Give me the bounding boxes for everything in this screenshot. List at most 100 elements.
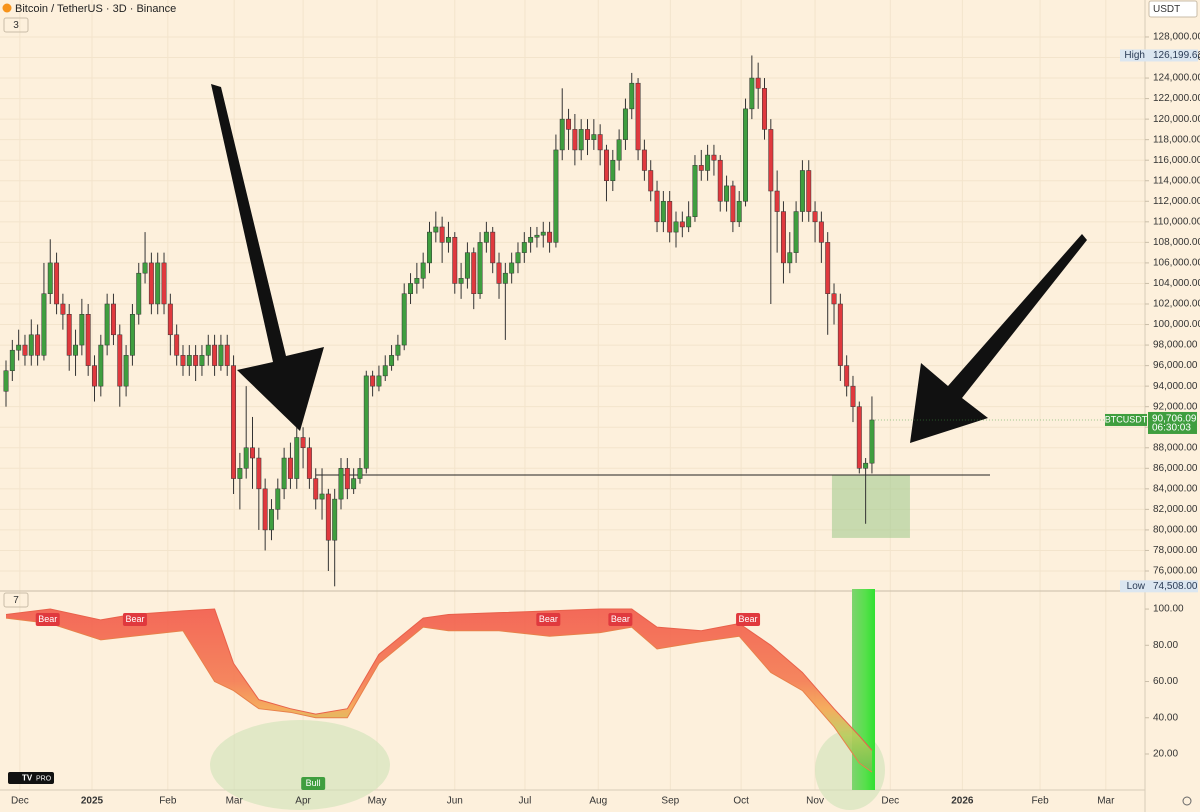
candle-body xyxy=(313,478,319,500)
y-tick-label: 118,000.00 xyxy=(1153,134,1200,145)
pane-label: 3 xyxy=(13,20,19,31)
candle-body xyxy=(629,82,635,110)
x-tick-label: Dec xyxy=(881,796,899,807)
candle-body xyxy=(445,236,451,243)
candle-body xyxy=(41,293,47,356)
candle-body xyxy=(856,406,862,469)
candle-body xyxy=(762,88,767,130)
y-tick-label: 120,000.00 xyxy=(1153,114,1200,125)
currency-button[interactable] xyxy=(1148,0,1198,18)
candle-body xyxy=(9,349,15,371)
price-label: 126,199.63 xyxy=(1153,50,1200,61)
candle-body xyxy=(344,468,350,490)
candle-body xyxy=(831,293,837,305)
signal-label: Bull xyxy=(306,778,321,788)
candle-body xyxy=(35,334,41,356)
candle-body xyxy=(610,159,616,181)
candle-body xyxy=(269,509,274,531)
candle-body xyxy=(395,344,401,356)
candle-body xyxy=(66,314,72,356)
candle-body xyxy=(306,447,312,479)
candle-body xyxy=(477,242,483,294)
candle-body xyxy=(401,293,407,346)
y-tick-label: 108,000.00 xyxy=(1153,237,1200,248)
candle-body xyxy=(332,498,338,541)
candle-body xyxy=(237,468,243,479)
y-tick-label: 88,000.00 xyxy=(1153,442,1198,453)
y-tick-label: 104,000.00 xyxy=(1153,278,1200,289)
candle-body xyxy=(338,468,344,500)
x-tick-label: 2026 xyxy=(951,796,974,807)
x-tick-label: Mar xyxy=(226,796,244,807)
y-tick-label: 98,000.00 xyxy=(1153,340,1198,351)
candle-body xyxy=(591,134,597,140)
candle-body xyxy=(22,344,28,356)
x-tick-label: Dec xyxy=(11,796,29,807)
candle-body xyxy=(54,262,60,305)
signal-label: Bear xyxy=(739,614,758,624)
signal-tag xyxy=(35,613,60,627)
candle-body xyxy=(92,365,97,387)
candle-body xyxy=(850,385,856,407)
candle-body xyxy=(155,262,161,305)
candle-body xyxy=(837,303,843,366)
candle-body xyxy=(262,488,268,531)
x-tick-label: Oct xyxy=(733,796,749,807)
candle-body xyxy=(869,419,875,464)
band-upper xyxy=(5,608,873,751)
y-tick-label: 100,000.00 xyxy=(1153,319,1200,330)
x-tick-label: May xyxy=(368,796,387,807)
last-price: 90,706.09 xyxy=(1152,414,1197,425)
candle-body xyxy=(287,457,293,479)
signal-tag xyxy=(536,613,561,627)
candle-body xyxy=(161,262,167,305)
y-tick-label: 116,000.00 xyxy=(1153,155,1200,166)
candle-body xyxy=(483,231,489,243)
chart-title: Bitcoin / TetherUS · 3D · Binance xyxy=(15,3,176,15)
candle-body xyxy=(755,77,761,89)
candle-body xyxy=(521,242,527,253)
price-label-bg xyxy=(1120,49,1198,62)
settings-icon[interactable] xyxy=(1182,796,1192,806)
y-tick-label: 80.00 xyxy=(1153,640,1178,651)
candle-body xyxy=(117,334,123,387)
candle-body xyxy=(180,355,186,366)
arrow xyxy=(910,234,1087,443)
candle-body xyxy=(231,365,237,479)
y-tick-label: 106,000.00 xyxy=(1153,258,1200,269)
y-tick-label: 84,000.00 xyxy=(1153,483,1198,494)
price-label-name: Low xyxy=(1127,581,1146,592)
price-label-name: High xyxy=(1124,50,1145,61)
candle-body xyxy=(376,375,382,387)
candle-body xyxy=(736,201,742,223)
candle-body xyxy=(28,334,34,356)
candle-body xyxy=(464,252,470,279)
x-tick-label: Jul xyxy=(519,796,532,807)
candle-body xyxy=(730,185,736,223)
y-tick-label: 110,000.00 xyxy=(1153,216,1200,227)
y-tick-label: 122,000.00 xyxy=(1153,93,1200,104)
candle-body xyxy=(705,154,711,171)
y-tick-label: 76,000.00 xyxy=(1153,566,1198,577)
price-label-bg xyxy=(1120,580,1198,593)
y-tick-label: 96,000.00 xyxy=(1153,360,1198,371)
candle-body xyxy=(224,344,230,366)
y-tick-label: 86,000.00 xyxy=(1153,463,1198,474)
candle-body xyxy=(389,355,395,366)
candle-body xyxy=(812,211,818,223)
candle-body xyxy=(110,303,116,336)
candle-body xyxy=(604,149,609,181)
candle-body xyxy=(806,170,812,212)
candle-body xyxy=(471,252,477,294)
candle-body xyxy=(433,226,439,233)
candle-body xyxy=(585,129,590,140)
candle-body xyxy=(300,437,306,449)
candle-body xyxy=(167,303,173,336)
y-tick-label: 82,000.00 xyxy=(1153,504,1198,515)
candle-body xyxy=(515,252,521,264)
candle-body xyxy=(148,262,154,305)
pane-label: 7 xyxy=(13,595,19,606)
candle-body xyxy=(540,231,546,236)
currency[interactable]: USDT xyxy=(1153,4,1180,15)
